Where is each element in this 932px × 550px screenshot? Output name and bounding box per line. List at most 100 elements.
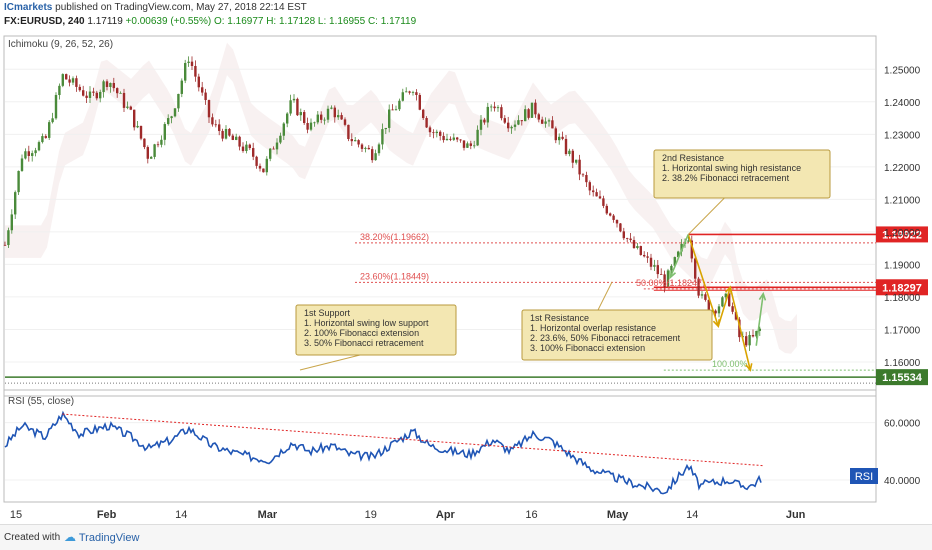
- candle-body: [170, 116, 173, 119]
- time-tick-label: Jun: [786, 509, 806, 521]
- candle-body: [527, 109, 530, 118]
- candle-body: [510, 126, 513, 129]
- price-tick-label: 1.18000: [884, 293, 921, 304]
- candle-body: [500, 107, 503, 119]
- projection-arrow: [717, 286, 732, 327]
- candle-body: [588, 182, 591, 191]
- candle-body: [561, 136, 564, 139]
- candle-body: [20, 158, 24, 171]
- author-name[interactable]: ICmarkets: [4, 2, 53, 13]
- candle-body: [592, 190, 595, 193]
- candle-body: [615, 219, 619, 224]
- candle-body: [717, 306, 721, 314]
- candle-body: [350, 139, 353, 142]
- candle-body: [112, 82, 115, 89]
- annotation-box[interactable]: [653, 149, 831, 199]
- annotation-box[interactable]: [521, 309, 713, 361]
- candle-body: [629, 238, 632, 241]
- ichimoku-cloud: [5, 42, 797, 354]
- annotation-pointer: [299, 354, 361, 371]
- candle-body: [116, 88, 119, 94]
- candle-body: [354, 140, 357, 142]
- candle-body: [700, 294, 704, 296]
- candle-body: [619, 223, 622, 232]
- candle-body: [673, 257, 676, 266]
- candle-body: [666, 270, 670, 287]
- candle-body: [547, 120, 551, 122]
- candle-body: [653, 265, 656, 267]
- candle-body: [751, 334, 755, 337]
- candle-body: [190, 61, 194, 66]
- candle-body: [649, 257, 653, 267]
- candle-body: [578, 159, 581, 175]
- candle-body: [476, 129, 479, 146]
- candle-body: [303, 112, 306, 124]
- candle-body: [724, 293, 727, 298]
- chart-canvas[interactable]: 1.19922 1.18297 1.15534 38.20%(1.19662) 23.…: [0, 32, 932, 524]
- candle-body: [309, 122, 313, 130]
- candle-body: [265, 158, 268, 173]
- fib-label: 50.00%(1.18247): [636, 278, 705, 288]
- candle-body: [435, 131, 438, 134]
- level-price-label: 1.15534: [882, 372, 923, 384]
- time-tick-label: Apr: [436, 509, 456, 521]
- candle-body: [541, 119, 544, 124]
- annotation-title: 1st Support: [304, 308, 351, 318]
- candle-body: [452, 137, 455, 140]
- candle-body: [10, 214, 13, 231]
- candle-body: [643, 254, 646, 257]
- candle-body: [241, 146, 245, 152]
- candle-body: [486, 106, 489, 123]
- candle-body: [367, 147, 370, 150]
- annotation-line: 3. 50% Fibonacci retracement: [304, 338, 424, 348]
- candle-body: [394, 109, 398, 111]
- candle-body: [401, 92, 404, 101]
- candle-body: [388, 109, 391, 128]
- candle-body: [690, 240, 693, 259]
- candle-body: [201, 87, 204, 93]
- candle-body: [632, 240, 636, 249]
- candle-body: [320, 114, 323, 120]
- candle-body: [581, 174, 585, 176]
- candle-body: [146, 147, 149, 159]
- candle-body: [31, 153, 34, 156]
- candle-body: [598, 196, 602, 199]
- candle-body: [292, 98, 296, 101]
- candle-body: [330, 107, 333, 109]
- price-change: +0.00639 (+0.55%): [125, 16, 212, 27]
- tradingview-logo-text: TradingView: [78, 532, 140, 544]
- annotation-line: 1. Horizontal swing low support: [304, 318, 429, 328]
- candle-body: [656, 265, 659, 275]
- candle-body: [697, 278, 700, 296]
- candle-body: [466, 143, 469, 148]
- candle-body: [245, 144, 248, 152]
- annotation-box[interactable]: [295, 304, 457, 356]
- annotation-line: 1. Horizontal overlap resistance: [530, 323, 656, 333]
- candle-body: [184, 62, 187, 81]
- candle-body: [513, 124, 517, 127]
- tradingview-logo[interactable]: ☁ TradingView: [64, 530, 139, 544]
- candle-body: [374, 153, 377, 161]
- candle-body: [286, 113, 289, 124]
- candle-body: [7, 230, 10, 246]
- projection-arrow: [729, 286, 752, 371]
- candle-body: [54, 95, 58, 119]
- candle-body: [228, 128, 231, 136]
- candle-body: [173, 108, 177, 117]
- candle-body: [408, 91, 411, 93]
- arrow-head: [745, 363, 753, 372]
- candle-body: [44, 136, 47, 138]
- symbol-label: FX:EURUSD, 240: [4, 16, 85, 27]
- candle-body: [337, 115, 340, 118]
- candle-body: [275, 142, 279, 150]
- candle-body: [258, 165, 262, 169]
- candle-body: [85, 95, 88, 98]
- last-price: 1.17119: [87, 16, 123, 27]
- candle-body: [432, 132, 435, 134]
- annotation-line: 3. 100% Fibonacci extension: [530, 343, 645, 353]
- candle-body: [82, 90, 85, 96]
- candle-body: [133, 109, 136, 128]
- candle-body: [224, 128, 228, 139]
- candle-body: [48, 122, 51, 138]
- candle-body: [411, 92, 415, 93]
